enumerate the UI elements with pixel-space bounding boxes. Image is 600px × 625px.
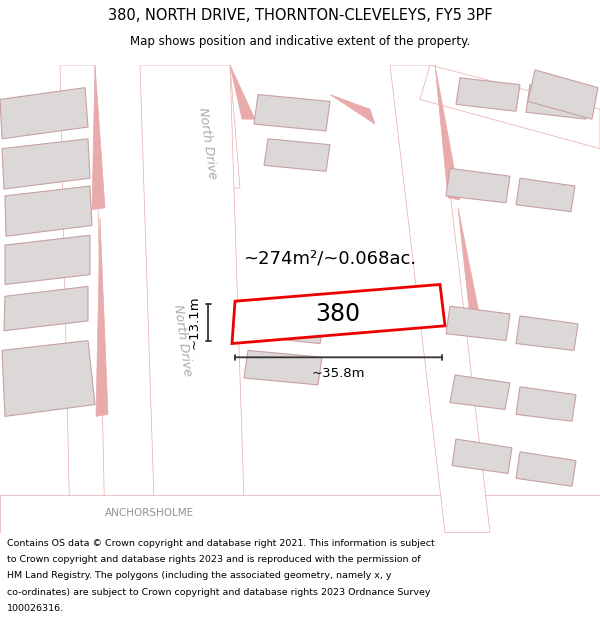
Text: Map shows position and indicative extent of the property.: Map shows position and indicative extent… (130, 35, 470, 48)
Text: North Drive: North Drive (170, 304, 193, 378)
Text: HM Land Registry. The polygons (including the associated geometry, namely x, y: HM Land Registry. The polygons (includin… (7, 571, 392, 581)
Polygon shape (2, 341, 95, 416)
Polygon shape (526, 84, 590, 119)
Polygon shape (420, 65, 600, 149)
Text: ANCHORSHOLME: ANCHORSHOLME (105, 508, 194, 518)
Polygon shape (2, 139, 90, 189)
Polygon shape (528, 70, 598, 119)
Polygon shape (4, 286, 88, 331)
Polygon shape (0, 495, 600, 532)
Polygon shape (232, 284, 445, 344)
Polygon shape (244, 351, 322, 385)
Text: ~35.8m: ~35.8m (312, 366, 365, 379)
Polygon shape (452, 439, 512, 474)
Polygon shape (244, 308, 325, 344)
Polygon shape (516, 387, 576, 421)
Polygon shape (96, 217, 108, 416)
Polygon shape (264, 139, 330, 171)
Polygon shape (456, 78, 520, 111)
Polygon shape (92, 65, 105, 209)
Text: North Drive: North Drive (196, 107, 218, 181)
Text: ~274m²/~0.068ac.: ~274m²/~0.068ac. (244, 250, 416, 268)
Polygon shape (435, 65, 460, 200)
Text: co-ordinates) are subject to Crown copyright and database rights 2023 Ordnance S: co-ordinates) are subject to Crown copyr… (7, 588, 431, 596)
Polygon shape (60, 65, 105, 532)
Text: Contains OS data © Crown copyright and database right 2021. This information is : Contains OS data © Crown copyright and d… (7, 539, 435, 548)
Polygon shape (446, 168, 510, 202)
Polygon shape (0, 88, 88, 139)
Text: 380, NORTH DRIVE, THORNTON-CLEVELEYS, FY5 3PF: 380, NORTH DRIVE, THORNTON-CLEVELEYS, FY… (107, 8, 493, 23)
Polygon shape (450, 375, 510, 409)
Polygon shape (5, 186, 92, 236)
Polygon shape (330, 94, 375, 124)
Polygon shape (5, 235, 90, 284)
Text: to Crown copyright and database rights 2023 and is reproduced with the permissio: to Crown copyright and database rights 2… (7, 555, 421, 564)
Text: 380: 380 (316, 302, 361, 326)
Polygon shape (458, 208, 484, 338)
Polygon shape (185, 65, 240, 188)
Polygon shape (516, 452, 576, 486)
Polygon shape (390, 65, 490, 532)
Polygon shape (254, 94, 330, 131)
Polygon shape (516, 316, 578, 351)
Polygon shape (140, 65, 245, 532)
Polygon shape (516, 178, 575, 212)
Polygon shape (446, 306, 510, 341)
Text: 100026316.: 100026316. (7, 604, 64, 612)
Polygon shape (230, 65, 255, 119)
Text: ~13.1m: ~13.1m (187, 296, 200, 349)
